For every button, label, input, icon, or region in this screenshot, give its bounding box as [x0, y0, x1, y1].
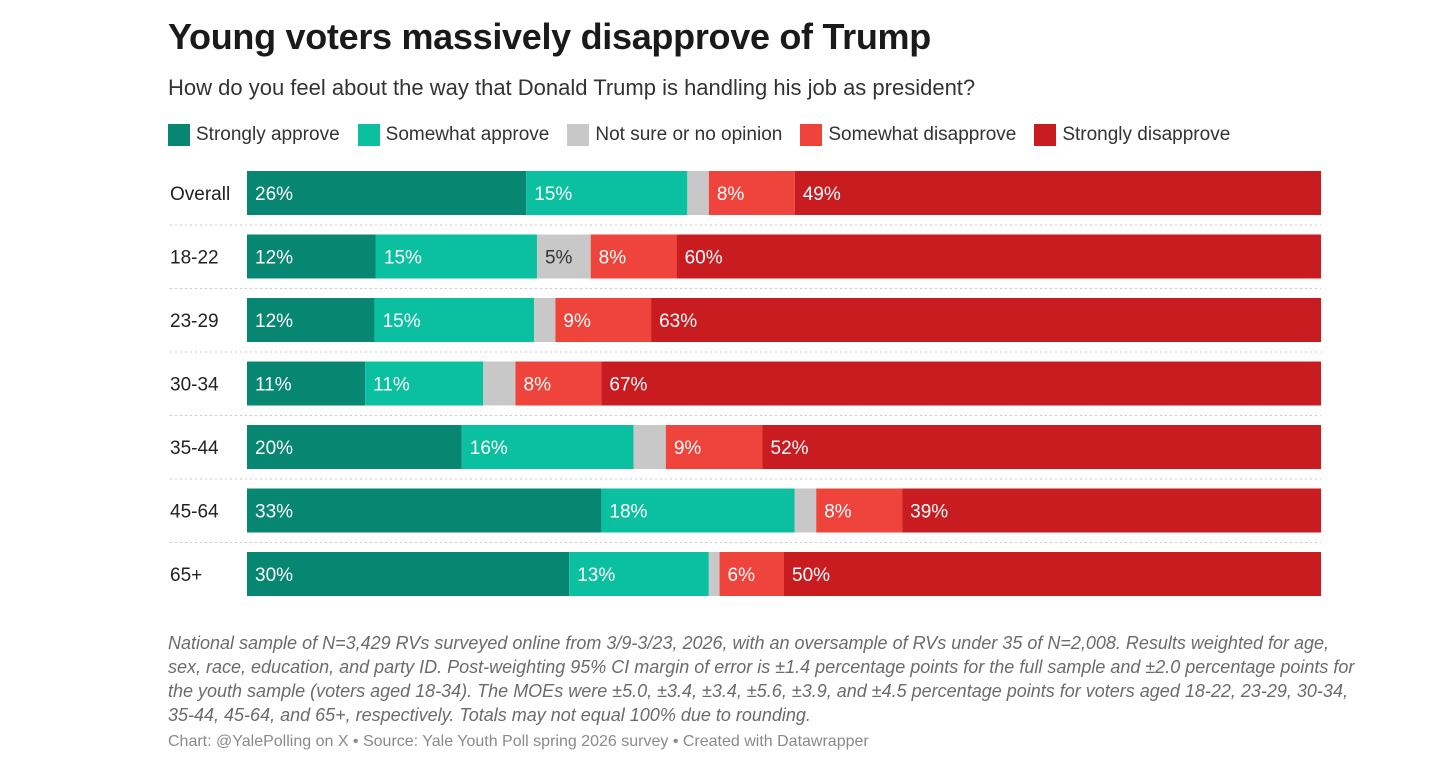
bar-segment	[676, 234, 1321, 279]
data-label: 15%	[383, 311, 421, 332]
methodology-note: National sample of N=3,429 RVs surveyed …	[168, 633, 1355, 725]
bar-segment	[633, 425, 666, 469]
bar-segment	[461, 425, 634, 469]
bar-segment	[247, 298, 375, 342]
bar-segment	[762, 425, 1321, 469]
data-label: 39%	[910, 502, 948, 523]
bar-segment	[719, 552, 784, 596]
bar-segment	[247, 361, 366, 406]
category-label: 30-34	[170, 375, 219, 396]
bar-segment	[534, 298, 556, 342]
legend-label: Strongly approve	[196, 124, 340, 145]
bar-segment	[794, 488, 817, 533]
category-label: Overall	[170, 184, 230, 205]
bar-segment	[526, 171, 688, 215]
data-label: 60%	[685, 248, 723, 269]
bar-segment	[515, 361, 602, 406]
bar-segment	[247, 488, 602, 533]
legend-item-somewhat-disapprove: Somewhat disapprove	[800, 124, 1016, 146]
category-label: 35-44	[170, 438, 219, 459]
data-label: 49%	[803, 184, 841, 205]
bar-segment	[247, 171, 527, 215]
chart-title: Young voters massively disapprove of Tru…	[168, 16, 931, 57]
bar-segment	[374, 298, 535, 342]
legend-label: Somewhat approve	[385, 124, 550, 145]
bar-segment	[590, 234, 677, 279]
bar-segment	[601, 488, 795, 533]
legend-item-strongly-disapprove: Strongly disapprove	[1034, 124, 1230, 146]
data-label: 8%	[599, 248, 627, 269]
data-label: 11%	[373, 375, 410, 396]
data-label: 12%	[255, 311, 293, 332]
legend-swatch	[800, 124, 823, 146]
data-label: 30%	[255, 565, 293, 586]
legend-label: Not sure or no opinion	[595, 124, 783, 145]
data-label: 63%	[659, 311, 697, 332]
bar-segment	[247, 234, 376, 279]
category-label: 23-29	[170, 311, 219, 332]
legend-swatch	[168, 124, 190, 146]
bar-segment	[816, 488, 903, 533]
bar-segment	[555, 298, 652, 342]
data-label: 26%	[255, 184, 293, 205]
bar-segment	[601, 361, 1321, 406]
chart-credit: Chart: @YalePolling on X • Source: Yale …	[168, 733, 869, 750]
bar-segment	[794, 171, 1321, 215]
legend-swatch	[1034, 124, 1057, 146]
legend-label: Strongly disapprove	[1062, 124, 1231, 145]
bar-segment	[247, 552, 570, 596]
legend-swatch	[567, 124, 590, 146]
category-label: 45-64	[170, 502, 219, 523]
bar-segment	[784, 552, 1321, 596]
category-label: 18-22	[170, 248, 219, 269]
data-label: 20%	[255, 438, 293, 459]
data-label: 52%	[771, 438, 809, 459]
data-label: 33%	[255, 502, 293, 523]
bar-segment	[536, 234, 591, 279]
legend: Strongly approve Somewhat approve Not su…	[168, 124, 1248, 146]
data-label: 50%	[792, 565, 830, 586]
chart-subtitle: How do you feel about the way that Donal…	[168, 75, 976, 100]
data-label: 15%	[534, 184, 572, 205]
legend-item-not-sure: Not sure or no opinion	[567, 124, 782, 146]
data-label: 8%	[824, 502, 852, 523]
bar-segment	[365, 361, 484, 406]
bar-segment	[708, 171, 795, 215]
data-label: 8%	[717, 184, 745, 205]
data-label: 16%	[470, 438, 508, 459]
stacked-bar-chart: Overall 26% 15% 8% 49% 18-22 12% 15% 5% 8% 60% 23-2…	[170, 171, 1321, 596]
data-label: 15%	[384, 248, 422, 269]
bar-segment	[483, 361, 516, 406]
legend-item-somewhat-approve: Somewhat approve	[357, 124, 550, 146]
data-label: 13%	[577, 565, 615, 586]
legend-item-strongly-approve: Strongly approve	[168, 124, 340, 146]
data-label: 9%	[563, 311, 591, 332]
legend-swatch	[357, 124, 380, 146]
legend-label: Somewhat disapprove	[828, 124, 1017, 145]
data-label: 18%	[609, 502, 647, 523]
bar-segment	[651, 298, 1321, 342]
bar-segment	[247, 425, 462, 469]
data-label: 5%	[545, 248, 573, 269]
bar-segment	[687, 171, 709, 215]
data-label: 9%	[674, 438, 702, 459]
bar-segment	[902, 488, 1321, 533]
data-label: 11%	[255, 375, 292, 396]
data-label: 12%	[255, 248, 293, 269]
data-label: 67%	[609, 375, 647, 396]
bar-segment	[708, 552, 720, 596]
bar-segment	[375, 234, 537, 279]
category-label: 65+	[170, 565, 202, 586]
bar-segment	[569, 552, 709, 596]
bar-segment	[665, 425, 763, 469]
data-label: 8%	[524, 375, 552, 396]
data-label: 6%	[728, 565, 756, 586]
